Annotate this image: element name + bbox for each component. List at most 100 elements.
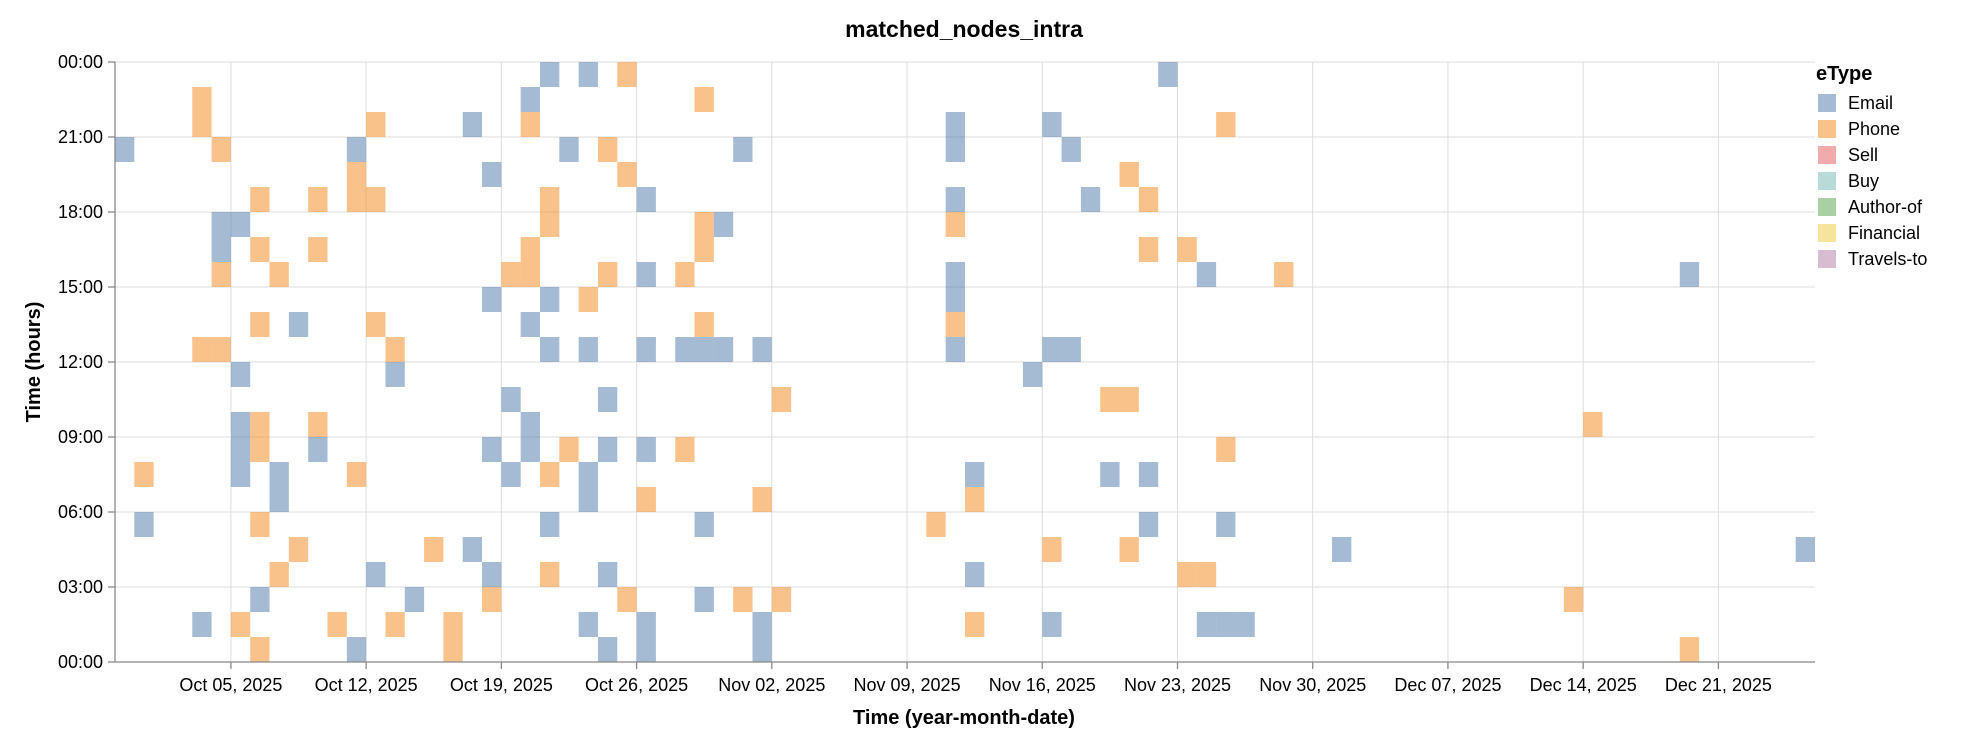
heatmap-cell bbox=[694, 212, 714, 237]
heatmap-cell bbox=[501, 387, 521, 412]
heatmap-cell bbox=[192, 87, 212, 112]
heatmap-cell bbox=[945, 187, 965, 212]
heatmap-cell bbox=[597, 637, 618, 662]
heatmap-cell bbox=[540, 462, 560, 487]
heatmap-cell bbox=[230, 212, 251, 237]
heatmap-cell bbox=[675, 437, 695, 462]
legend-swatch bbox=[1818, 224, 1836, 242]
heatmap-cell bbox=[694, 587, 714, 612]
heatmap-cell bbox=[385, 612, 405, 637]
legend-swatch bbox=[1818, 146, 1836, 164]
heatmap-cell bbox=[694, 337, 714, 362]
heatmap-cell bbox=[1138, 512, 1159, 537]
heatmap-cell bbox=[636, 337, 656, 362]
heatmap-cell bbox=[230, 612, 251, 637]
heatmap-cell bbox=[366, 562, 386, 587]
heatmap-cell bbox=[540, 337, 560, 362]
heatmap-cell bbox=[540, 187, 560, 212]
heatmap-cell bbox=[578, 62, 598, 87]
heatmap-cell bbox=[250, 512, 270, 537]
heatmap-cell bbox=[269, 462, 289, 487]
heatmap-cell bbox=[636, 262, 656, 287]
heatmap-cell bbox=[617, 62, 637, 87]
heatmap-cell bbox=[1679, 637, 1700, 662]
heatmap-cell bbox=[1042, 337, 1062, 362]
heatmap-cell bbox=[713, 212, 734, 237]
x-tick-label: Dec 07, 2025 bbox=[1394, 675, 1501, 695]
legend: eType Email Phone Sell Buy Author-of Financia… bbox=[1816, 63, 1927, 269]
heatmap-cell bbox=[540, 62, 560, 87]
legend-label: Author-of bbox=[1848, 197, 1923, 217]
heatmap-cell bbox=[771, 387, 792, 412]
heatmap-cell bbox=[945, 312, 965, 337]
heatmap-cell bbox=[385, 337, 405, 362]
heatmap-cell bbox=[250, 312, 270, 337]
heatmap-cell bbox=[636, 187, 656, 212]
heatmap-cell bbox=[1216, 512, 1236, 537]
heatmap-cell bbox=[520, 437, 540, 462]
heatmap-cell bbox=[250, 412, 270, 437]
heatmap-cell bbox=[1061, 137, 1081, 162]
heatmap-cell bbox=[1042, 112, 1062, 137]
heatmap-cell bbox=[1061, 337, 1081, 362]
heatmap-cell bbox=[366, 312, 386, 337]
heatmap-cell bbox=[211, 212, 231, 237]
heatmap-cell bbox=[1679, 262, 1700, 287]
heatmap-cell bbox=[250, 437, 270, 462]
heatmap-cell bbox=[346, 162, 367, 187]
legend-label: Financial bbox=[1848, 223, 1920, 243]
x-tick-label: Nov 30, 2025 bbox=[1259, 675, 1366, 695]
heatmap-cell bbox=[1274, 262, 1294, 287]
heatmap-cell bbox=[1100, 387, 1120, 412]
heatmap-cell bbox=[965, 462, 985, 487]
y-tick-label: 21:00 bbox=[58, 127, 103, 147]
heatmap-cell bbox=[366, 187, 386, 212]
heatmap-cell bbox=[308, 412, 328, 437]
heatmap-cell bbox=[269, 562, 289, 587]
heatmap-cell bbox=[250, 637, 270, 662]
x-axis-title: Time (year-month-date) bbox=[853, 707, 1075, 729]
heatmap-cell bbox=[752, 612, 772, 637]
heatmap-cell bbox=[288, 537, 309, 562]
heatmap-cell bbox=[617, 587, 637, 612]
heatmap-cell bbox=[597, 137, 618, 162]
heatmap-cell bbox=[559, 137, 579, 162]
heatmap-cell bbox=[1138, 237, 1159, 262]
x-tick-label: Nov 16, 2025 bbox=[989, 675, 1096, 695]
heatmap-cell bbox=[1177, 237, 1197, 262]
heatmap-cell bbox=[1235, 612, 1255, 637]
heatmap-cell bbox=[482, 287, 502, 312]
heatmap-cell bbox=[578, 612, 598, 637]
legend-label: Email bbox=[1848, 93, 1893, 113]
heatmap-cell bbox=[192, 337, 212, 362]
legend-swatch bbox=[1818, 250, 1836, 268]
heatmap-cell bbox=[965, 562, 985, 587]
heatmap-cell bbox=[578, 287, 598, 312]
heatmap-cell bbox=[250, 587, 270, 612]
heatmap-cell bbox=[1042, 537, 1062, 562]
y-axis-title: Time (hours) bbox=[23, 302, 45, 423]
heatmap-cell bbox=[597, 387, 618, 412]
y-tick-label: 06:00 bbox=[58, 502, 103, 522]
heatmap-cell bbox=[346, 637, 367, 662]
heatmap-cell bbox=[752, 637, 772, 662]
heatmap-cell bbox=[540, 562, 560, 587]
heatmap-cell bbox=[520, 87, 540, 112]
heatmap-cell bbox=[192, 612, 212, 637]
legend-swatch bbox=[1818, 94, 1836, 112]
x-tick-label: Oct 05, 2025 bbox=[179, 675, 282, 695]
heatmap-cell bbox=[443, 612, 463, 637]
legend-swatch bbox=[1818, 172, 1836, 190]
heatmap-cell bbox=[520, 312, 540, 337]
heatmap-cell bbox=[230, 362, 251, 387]
heatmap-cell bbox=[424, 537, 444, 562]
heatmap-cell bbox=[636, 487, 656, 512]
heatmap-cell bbox=[211, 137, 231, 162]
heatmap-cell bbox=[1216, 112, 1236, 137]
y-tick-label: 00:00 bbox=[58, 52, 103, 72]
heatmap-cell bbox=[462, 112, 483, 137]
y-tick-label: 09:00 bbox=[58, 427, 103, 447]
cells-layer bbox=[115, 62, 1815, 662]
heatmap-cell bbox=[1138, 462, 1159, 487]
